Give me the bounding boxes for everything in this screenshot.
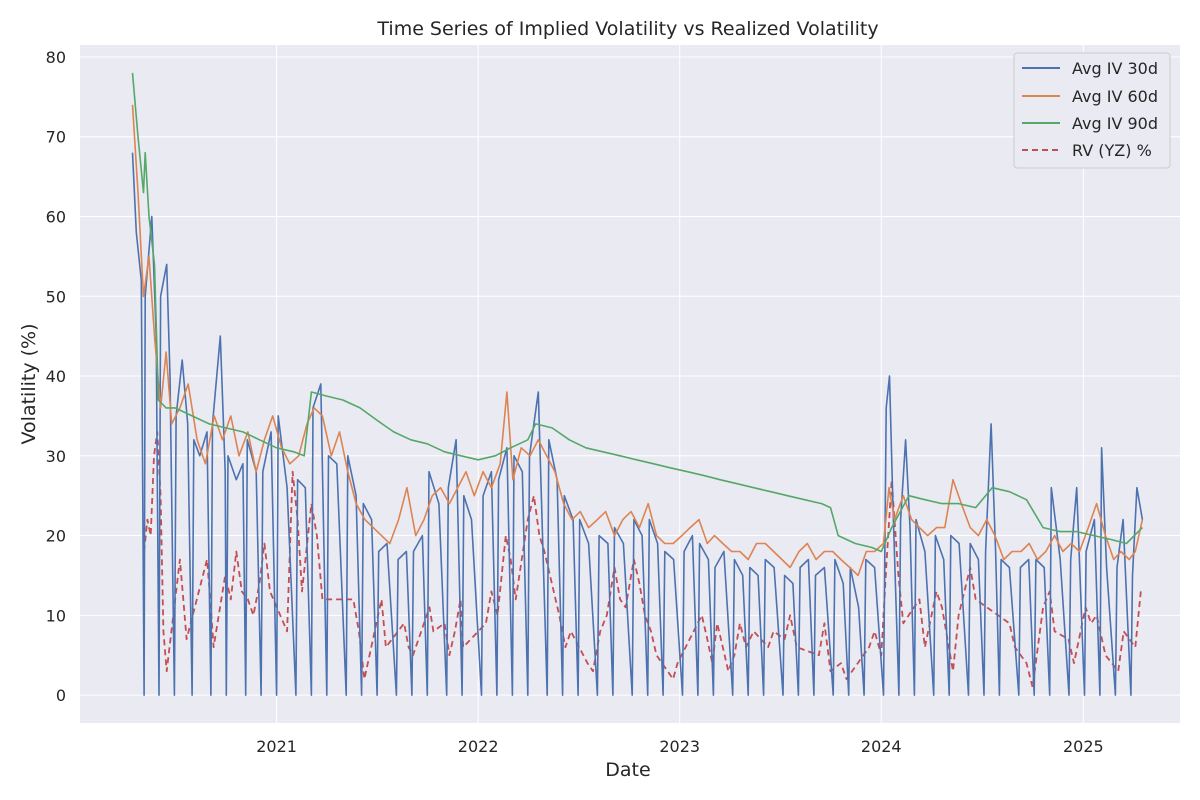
y-tick-label: 30 <box>46 447 66 466</box>
y-tick-label: 20 <box>46 527 66 546</box>
y-tick-label: 0 <box>56 686 66 705</box>
legend-frame <box>1013 52 1171 169</box>
series-line-iv30 <box>131 152 1144 696</box>
y-tick-label: 50 <box>46 287 66 306</box>
legend-label-iv30: Avg IV 30d <box>1072 59 1158 78</box>
gridlines <box>80 45 1180 723</box>
legend-label-rv: RV (YZ) % <box>1072 141 1152 160</box>
y-axis-label: Volatility (%) <box>18 324 40 445</box>
series-line-iv90 <box>131 72 1143 553</box>
y-axis-ticks: 0 10 20 30 40 50 60 70 80 <box>46 48 66 705</box>
chart-title: Time Series of Implied Volatility vs Rea… <box>376 18 878 40</box>
x-tick-label: 2024 <box>861 737 902 756</box>
y-tick-label: 60 <box>46 207 66 226</box>
x-axis-label: Date <box>605 759 650 781</box>
y-tick-label: 40 <box>46 367 66 386</box>
legend-label-iv60: Avg IV 60d <box>1072 87 1158 106</box>
x-axis-ticks: 2021 2022 2023 2024 2025 <box>256 737 1103 756</box>
x-tick-label: 2025 <box>1063 737 1104 756</box>
x-tick-label: 2021 <box>256 737 297 756</box>
x-tick-label: 2023 <box>659 737 700 756</box>
series-line-iv60 <box>131 104 1144 577</box>
legend: Avg IV 30d Avg IV 60d Avg IV 90d RV (YZ)… <box>1013 52 1171 169</box>
y-tick-label: 10 <box>46 606 66 625</box>
y-tick-label: 80 <box>46 48 66 67</box>
y-tick-label: 70 <box>46 128 66 147</box>
legend-label-iv90: Avg IV 90d <box>1072 114 1158 133</box>
x-tick-label: 2022 <box>458 737 499 756</box>
series-lines <box>131 72 1144 696</box>
